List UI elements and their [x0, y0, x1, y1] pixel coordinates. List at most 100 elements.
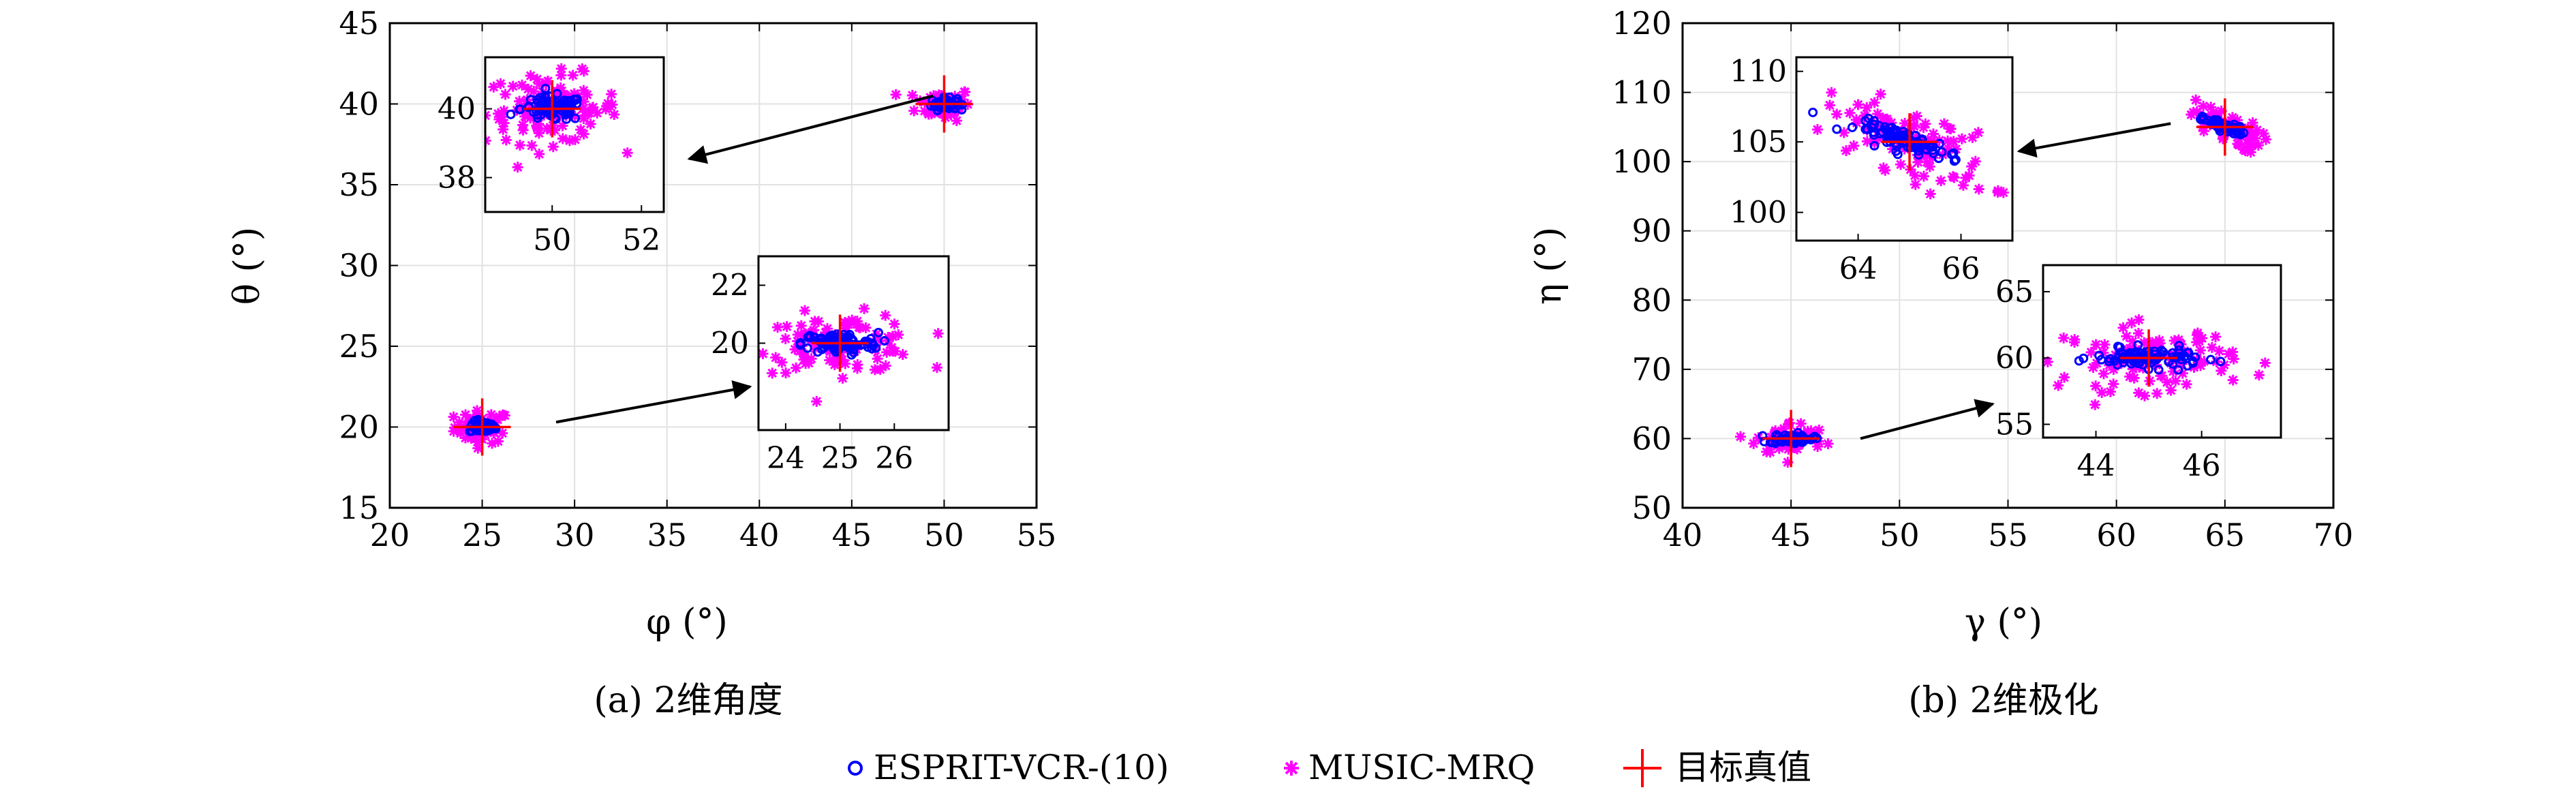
legend-truth-label: 目标真值	[1675, 748, 1811, 787]
music-point	[448, 411, 459, 423]
zoom-arrow	[2017, 122, 2171, 158]
zoom-inset: 50 52 38 40	[438, 56, 665, 258]
esprit-point	[1775, 435, 1785, 445]
music-point	[781, 321, 793, 333]
esprit-point	[2138, 360, 2148, 370]
music-point	[1811, 124, 1823, 136]
music-point	[906, 89, 918, 101]
caption-angle: (a) 2维角度	[594, 680, 782, 721]
target-truth-mark	[2120, 329, 2178, 387]
music-point	[528, 86, 540, 97]
esprit-point	[827, 332, 838, 342]
music-point	[2165, 384, 2177, 396]
inset-y-tick-label: 20	[711, 326, 749, 361]
music-point	[837, 372, 848, 384]
esprit-point	[952, 94, 962, 104]
music-point	[2253, 369, 2265, 381]
esprit-point	[537, 96, 547, 106]
music-point	[1764, 446, 1776, 458]
esprit-point	[1832, 124, 1842, 134]
music-point	[872, 353, 883, 365]
esprit-point	[1860, 116, 1871, 126]
target-truth-mark	[1881, 113, 1939, 171]
esprit-point	[2094, 350, 2104, 361]
esprit-point	[2158, 347, 2168, 357]
legend-esprit-label: ESPRIT-VCR-(10)	[874, 748, 1169, 787]
esprit-point	[1847, 122, 1857, 132]
y-tick-label: 120	[1612, 5, 1672, 42]
esprit-point	[802, 343, 812, 353]
target-truth-mark	[915, 75, 973, 133]
music-point	[578, 65, 589, 77]
esprit-point	[1869, 140, 1880, 151]
music-point	[2252, 140, 2264, 151]
inset-y-tick-label: 110	[1730, 55, 1787, 89]
music-point	[2153, 335, 2165, 346]
inset-y-tick-label: 60	[1995, 341, 2034, 376]
y-tick-label: 60	[1631, 420, 1672, 457]
music-point	[776, 356, 788, 368]
music-point	[963, 326, 974, 337]
music-point	[460, 409, 472, 421]
esprit-point	[1869, 130, 1879, 140]
music-point	[813, 316, 825, 327]
x-tick-label: 35	[647, 517, 687, 553]
x-tick-label: 45	[832, 517, 872, 553]
music-point	[517, 79, 528, 91]
music-point	[585, 118, 596, 130]
esprit-point	[2156, 346, 2166, 356]
esprit-point	[2174, 345, 2184, 355]
music-point	[2133, 314, 2145, 326]
inset-y-tick-label: 55	[1995, 408, 2034, 442]
music-point	[1956, 133, 1967, 144]
music-point	[1877, 162, 1889, 174]
esprit-point	[2239, 127, 2249, 138]
music-point	[1852, 99, 1864, 110]
inset-y-tick-label: 100	[1730, 196, 1787, 230]
music-point	[526, 140, 538, 151]
music-point	[1935, 175, 1947, 187]
panel-polarization-chart: 40 45 50 55 60 65 70 50 60 70 80 90 100 110 120 64 66 100…	[1529, 5, 2353, 643]
music-point	[1869, 97, 1880, 108]
music-point	[555, 70, 567, 81]
y-tick-label: 35	[339, 166, 379, 203]
music-point	[1840, 145, 1852, 157]
y-tick-label: 40	[339, 86, 379, 123]
music-point	[1947, 171, 1959, 183]
target-truth-mark	[2196, 98, 2254, 156]
esprit-point	[2126, 351, 2136, 361]
music-point	[889, 346, 901, 357]
legend-esprit-marker	[848, 761, 863, 776]
esprit-point	[2197, 111, 2207, 121]
esprit-point	[2151, 354, 2162, 365]
music-point	[549, 124, 561, 136]
music-point	[587, 102, 599, 113]
music-point	[1734, 431, 1746, 442]
music-point	[568, 88, 580, 100]
esprit-point	[1882, 125, 1892, 135]
esprit-point	[2175, 351, 2185, 361]
esprit-point	[2206, 354, 2216, 365]
zoom-arrow	[555, 380, 752, 424]
esprit-point	[2133, 359, 2143, 369]
music-point	[791, 362, 802, 374]
x-tick-label: 70	[2314, 517, 2354, 553]
music-point	[923, 108, 934, 120]
music-point	[500, 89, 511, 100]
esprit-point	[545, 106, 555, 116]
music-point	[609, 109, 620, 121]
music-point	[2191, 336, 2203, 348]
y-tick-label: 30	[339, 247, 379, 284]
esprit-point	[2133, 340, 2143, 350]
music-point	[780, 333, 791, 345]
music-point	[2232, 138, 2243, 150]
music-point	[2151, 388, 2163, 399]
music-point	[2090, 339, 2102, 350]
music-point	[534, 149, 545, 160]
music-point	[1861, 102, 1873, 113]
music-point	[541, 123, 553, 134]
esprit-point	[570, 113, 581, 123]
target-truth-mark	[523, 80, 581, 138]
y-tick-label: 110	[1612, 74, 1672, 111]
music-point	[1826, 87, 1837, 98]
